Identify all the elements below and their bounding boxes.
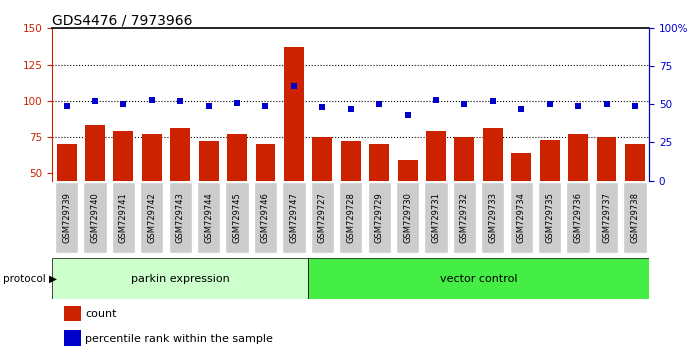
Point	[174, 98, 186, 104]
Bar	[170, 129, 190, 246]
Bar	[64, 330, 81, 346]
FancyBboxPatch shape	[396, 182, 419, 253]
Text: GDS4476 / 7973966: GDS4476 / 7973966	[52, 13, 193, 27]
FancyBboxPatch shape	[169, 182, 192, 253]
Bar	[52, 258, 308, 299]
FancyBboxPatch shape	[282, 182, 306, 253]
Bar	[568, 134, 588, 246]
Point	[232, 100, 243, 106]
Text: GSM729728: GSM729728	[346, 192, 355, 243]
Bar	[369, 144, 389, 246]
Point	[373, 102, 385, 107]
Point	[544, 102, 555, 107]
FancyBboxPatch shape	[339, 182, 362, 253]
Point	[516, 106, 527, 112]
FancyBboxPatch shape	[424, 182, 447, 253]
FancyBboxPatch shape	[112, 182, 135, 253]
FancyBboxPatch shape	[254, 182, 277, 253]
Text: GSM729731: GSM729731	[431, 192, 440, 243]
FancyBboxPatch shape	[595, 182, 618, 253]
Text: GSM729742: GSM729742	[147, 192, 156, 243]
Bar	[398, 160, 417, 246]
Bar	[597, 137, 616, 246]
Text: GSM729738: GSM729738	[630, 192, 639, 243]
Point	[118, 102, 129, 107]
FancyBboxPatch shape	[538, 182, 561, 253]
Text: GSM729730: GSM729730	[403, 192, 412, 243]
Bar	[227, 134, 247, 246]
Point	[601, 102, 612, 107]
Text: GSM729739: GSM729739	[62, 192, 71, 243]
Bar	[64, 306, 81, 321]
Point	[630, 103, 641, 109]
Point	[203, 103, 214, 109]
Text: GSM729745: GSM729745	[232, 192, 242, 243]
Text: GSM729733: GSM729733	[489, 192, 498, 243]
Text: GSM729729: GSM729729	[375, 192, 384, 243]
Bar	[313, 137, 332, 246]
Bar	[114, 131, 133, 246]
Point	[459, 102, 470, 107]
FancyBboxPatch shape	[225, 182, 248, 253]
FancyBboxPatch shape	[83, 182, 107, 253]
Point	[572, 103, 584, 109]
Bar	[426, 131, 446, 246]
FancyBboxPatch shape	[311, 182, 334, 253]
FancyBboxPatch shape	[567, 182, 590, 253]
Text: GSM729732: GSM729732	[460, 192, 469, 243]
Text: GSM729741: GSM729741	[119, 192, 128, 243]
Text: count: count	[85, 309, 117, 320]
FancyBboxPatch shape	[623, 182, 646, 253]
Point	[288, 83, 299, 89]
Bar	[625, 144, 645, 246]
Text: GSM729735: GSM729735	[545, 192, 554, 243]
Text: GSM729737: GSM729737	[602, 192, 611, 243]
FancyBboxPatch shape	[453, 182, 476, 253]
Bar	[341, 141, 361, 246]
Bar	[512, 153, 531, 246]
Text: GSM729734: GSM729734	[517, 192, 526, 243]
Text: parkin expression: parkin expression	[131, 274, 230, 284]
Text: percentile rank within the sample: percentile rank within the sample	[85, 334, 273, 344]
Text: protocol ▶: protocol ▶	[3, 274, 57, 284]
FancyBboxPatch shape	[481, 182, 505, 253]
Point	[431, 97, 442, 103]
Point	[345, 106, 356, 112]
Text: vector control: vector control	[440, 274, 517, 284]
Point	[89, 98, 101, 104]
Text: GSM729740: GSM729740	[91, 192, 100, 243]
Text: GSM729743: GSM729743	[176, 192, 185, 243]
FancyBboxPatch shape	[368, 182, 391, 253]
FancyBboxPatch shape	[55, 182, 78, 253]
Bar	[284, 47, 304, 246]
Text: GSM729746: GSM729746	[261, 192, 270, 243]
Point	[61, 103, 72, 109]
FancyBboxPatch shape	[140, 182, 163, 253]
Text: GSM729736: GSM729736	[574, 192, 583, 243]
Point	[402, 112, 413, 118]
Text: GSM729744: GSM729744	[204, 192, 213, 243]
Bar	[199, 141, 218, 246]
Bar	[308, 258, 649, 299]
Bar	[142, 134, 162, 246]
Point	[260, 103, 271, 109]
Bar	[57, 144, 77, 246]
Text: GSM729747: GSM729747	[290, 192, 299, 243]
Bar	[540, 140, 560, 246]
Bar	[483, 129, 503, 246]
Point	[317, 105, 328, 110]
FancyBboxPatch shape	[510, 182, 533, 253]
FancyBboxPatch shape	[197, 182, 221, 253]
Point	[146, 97, 157, 103]
Point	[487, 98, 498, 104]
Bar	[85, 125, 105, 246]
Bar	[255, 144, 276, 246]
Text: GSM729727: GSM729727	[318, 192, 327, 243]
Bar	[454, 137, 475, 246]
